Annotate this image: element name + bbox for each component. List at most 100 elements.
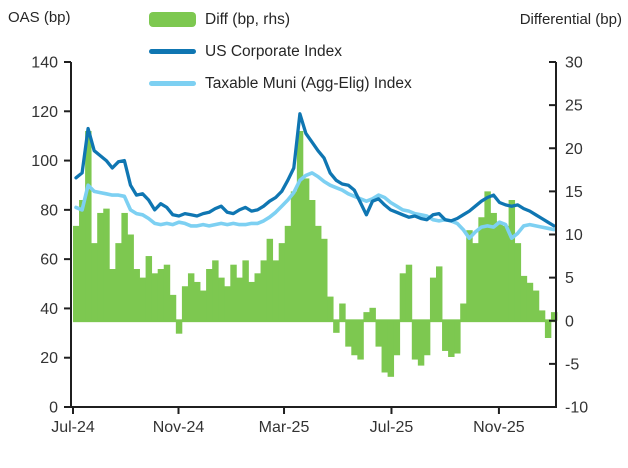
right-axis-tick-label: 25 [565, 98, 583, 115]
diff-bar [169, 294, 177, 321]
us-corporate-line-swatch-icon [149, 49, 196, 54]
diff-bar [532, 290, 540, 321]
diff-bar [520, 275, 528, 321]
diff-bar [405, 264, 413, 321]
diff-bar [224, 286, 231, 321]
diff-bar [248, 281, 255, 321]
diff-bar [206, 269, 213, 321]
diff-bar [115, 243, 122, 321]
diff-bar [266, 238, 274, 321]
diff-bar [242, 260, 249, 321]
diff-bar [363, 312, 370, 321]
legend-label-taxable-muni: Taxable Muni (Agg-Elig) Index [205, 74, 412, 92]
diff-bar [163, 264, 171, 321]
diff-bar [538, 310, 546, 321]
diff-bar [145, 256, 153, 321]
diff-bar [308, 200, 316, 321]
diff-bar [393, 320, 401, 356]
right-axis-tick-label: 10 [565, 227, 583, 244]
diff-bar [502, 225, 509, 321]
x-axis-tick-label: Nov-24 [153, 419, 205, 436]
diff-bar [369, 307, 376, 321]
diff-bar [151, 273, 159, 321]
taxable-muni-line [74, 171, 556, 240]
diff-bar [508, 200, 516, 321]
legend-label-us-corporate: US Corporate Index [205, 42, 342, 60]
diff-bar [460, 303, 467, 321]
diff-bar [315, 225, 322, 321]
diff-bar [321, 238, 328, 321]
diff-bar [290, 191, 298, 321]
left-axis-tick-label: 140 [31, 55, 58, 72]
diff-bar [200, 290, 207, 321]
diff-bar [296, 131, 304, 321]
diff-bar-swatch-icon [149, 12, 196, 27]
left-axis-tick-label: 0 [49, 400, 58, 417]
diff-bar [85, 131, 92, 321]
diff-bar [272, 260, 280, 321]
diff-bar [514, 243, 522, 321]
right-axis-tick-label: 20 [565, 141, 583, 158]
diff-bar [327, 296, 334, 321]
diff-bar [442, 320, 449, 351]
legend-label-diff: Diff (bp, rhs) [205, 10, 290, 28]
diff-bar [466, 230, 473, 321]
diff-bar [399, 273, 407, 321]
diff-bar [139, 277, 146, 321]
legend-item-diff: Diff (bp, rhs) [149, 8, 412, 31]
right-axis-tick-label: -10 [565, 400, 588, 417]
diff-bar [97, 212, 104, 321]
diff-bar [91, 243, 98, 321]
diff-bar [448, 320, 455, 357]
x-axis-tick-label: Jul-25 [370, 419, 414, 436]
us-corporate-line [74, 112, 556, 228]
left-axis-tick-label: 80 [40, 202, 58, 219]
right-axis-tick-label: 0 [565, 313, 574, 330]
diff-bar [73, 225, 80, 321]
diff-bar [302, 178, 310, 321]
diff-bar [357, 320, 364, 360]
diff-bar [436, 266, 443, 321]
right-axis-tick-label: -5 [565, 356, 579, 373]
left-axis-tick-label: 60 [40, 252, 58, 269]
diff-bar [127, 234, 134, 321]
right-axis-tick-label: 30 [565, 55, 583, 72]
diff-bar [417, 320, 425, 366]
diff-bar [254, 273, 261, 321]
taxable-muni-line-swatch-icon [149, 81, 196, 86]
left-axis-tick-label: 20 [40, 350, 58, 367]
diff-bar [411, 320, 419, 360]
diff-bar [387, 320, 395, 377]
diff-bar [236, 277, 243, 321]
left-axis-tick-label: 40 [40, 301, 58, 318]
diff-bar [381, 320, 388, 373]
diff-bar [375, 320, 382, 347]
diff-bar [526, 282, 534, 321]
diff-bar [550, 312, 558, 321]
diff-bar [478, 217, 485, 321]
legend: Diff (bp, rhs) US Corporate Index Taxabl… [149, 8, 412, 95]
diff-bar [103, 208, 110, 321]
diff-bar [181, 286, 189, 321]
legend-item-us-corporate: US Corporate Index [149, 40, 412, 63]
diff-bar [278, 243, 286, 321]
right-axis-title: Differential (bp) [519, 11, 622, 28]
diff-bar [260, 260, 267, 321]
x-axis-tick-label: Mar-25 [259, 419, 310, 436]
left-axis-title: OAS (bp) [8, 9, 71, 26]
legend-item-taxable-muni: Taxable Muni (Agg-Elig) Index [149, 72, 412, 95]
diff-bar [544, 320, 552, 338]
diff-bar [218, 277, 225, 321]
diff-bar [490, 212, 497, 321]
diff-bar [212, 260, 219, 321]
diff-bar [351, 320, 358, 356]
diff-bar [187, 273, 195, 321]
diff-bar [175, 320, 183, 334]
x-axis-tick-label: Jul-24 [51, 419, 95, 436]
diff-bar [339, 303, 346, 321]
left-axis-tick-label: 100 [31, 153, 58, 170]
diff-bar [194, 281, 201, 321]
right-axis-tick-label: 5 [565, 270, 574, 287]
